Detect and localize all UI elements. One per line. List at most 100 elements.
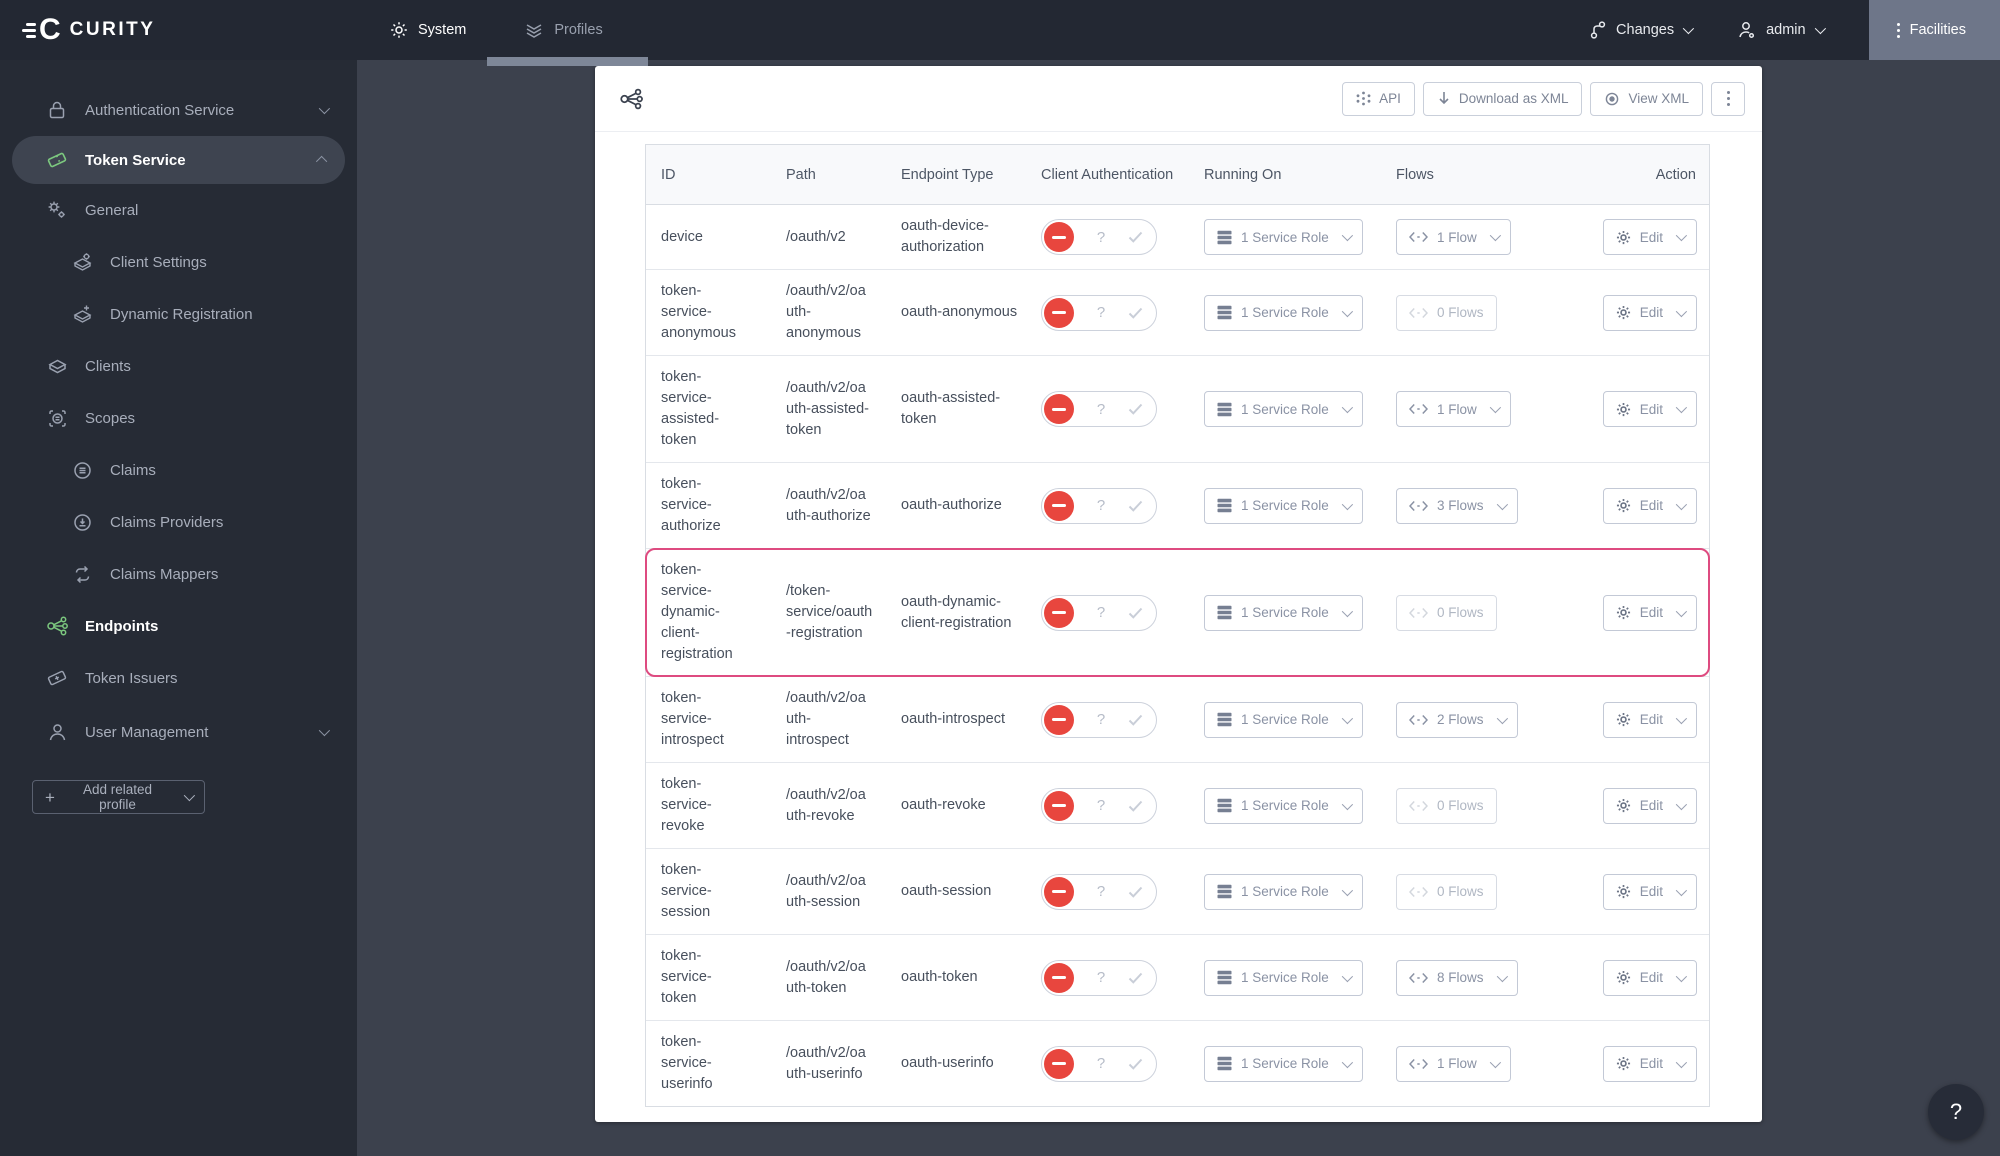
unknown-option[interactable]: ?	[1096, 1055, 1106, 1072]
sidebar-item-claims-mappers[interactable]: Claims Mappers	[0, 548, 357, 600]
flows-dropdown[interactable]: 0 Flows	[1396, 787, 1497, 824]
client-authentication-toggle[interactable]: ?	[1041, 391, 1157, 427]
client-authentication-toggle[interactable]: ?	[1041, 701, 1157, 738]
curity-logo[interactable]: C CURITY	[0, 13, 300, 47]
unknown-option[interactable]: ?	[1096, 969, 1106, 986]
client-authentication-toggle[interactable]: ?	[1041, 294, 1157, 331]
help-button[interactable]: ?	[1928, 1084, 1984, 1140]
allow-check-icon[interactable]	[1128, 307, 1143, 319]
sidebar-item-token-service[interactable]: Token Service	[12, 136, 345, 184]
allow-check-icon[interactable]	[1128, 800, 1143, 812]
deny-minus-icon[interactable]	[1044, 597, 1074, 628]
flows-dropdown[interactable]: 0 Flows	[1396, 873, 1497, 910]
edit-dropdown[interactable]: Edit	[1602, 594, 1697, 631]
edit-dropdown[interactable]: Edit	[1602, 787, 1697, 824]
tab-profiles[interactable]: Profiles	[524, 21, 603, 39]
ticket-plus-icon	[45, 666, 69, 690]
running-on-dropdown[interactable]: 1 Service Role	[1204, 487, 1363, 524]
api-button[interactable]: API	[1342, 81, 1415, 116]
edit-dropdown[interactable]: Edit	[1602, 391, 1697, 427]
client-authentication-toggle[interactable]: ?	[1041, 787, 1157, 824]
more-options-button[interactable]	[1711, 81, 1745, 116]
sidebar-item-endpoints[interactable]: Endpoints	[0, 600, 357, 652]
sidebar-item-general[interactable]: General	[0, 184, 357, 236]
flows-dropdown[interactable]: 3 Flows	[1396, 487, 1518, 524]
unknown-option[interactable]: ?	[1096, 604, 1106, 621]
allow-check-icon[interactable]	[1128, 500, 1143, 512]
flows-dropdown[interactable]: 8 Flows	[1396, 959, 1518, 996]
client-authentication-toggle[interactable]: ?	[1041, 873, 1157, 910]
client-authentication-toggle[interactable]: ?	[1041, 594, 1157, 631]
running-on-dropdown[interactable]: 1 Service Role	[1204, 959, 1363, 996]
sidebar-item-user-management[interactable]: User Management	[0, 706, 357, 758]
unknown-option[interactable]: ?	[1096, 797, 1106, 814]
tab-system[interactable]: System	[390, 21, 466, 39]
sidebar-item-scopes[interactable]: Scopes	[0, 392, 357, 444]
deny-minus-icon[interactable]	[1044, 1048, 1074, 1079]
deny-minus-icon[interactable]	[1044, 962, 1074, 993]
facilities-button[interactable]: Facilities	[1868, 0, 2000, 60]
allow-check-icon[interactable]	[1128, 714, 1143, 726]
sidebar-item-claims-providers[interactable]: Claims Providers	[0, 496, 357, 548]
allow-check-icon[interactable]	[1128, 886, 1143, 898]
flows-dropdown[interactable]: 0 Flows	[1396, 294, 1497, 331]
flows-dropdown[interactable]: 1 Flow	[1396, 391, 1511, 427]
unknown-option[interactable]: ?	[1096, 883, 1106, 900]
running-on-dropdown[interactable]: 1 Service Role	[1204, 219, 1363, 255]
running-on-dropdown[interactable]: 1 Service Role	[1204, 391, 1363, 427]
flows-dropdown[interactable]: 2 Flows	[1396, 701, 1518, 738]
flows-dropdown[interactable]: 1 Flow	[1396, 1045, 1511, 1082]
client-authentication-toggle[interactable]: ?	[1041, 1045, 1157, 1082]
chevron-down-icon	[1814, 22, 1826, 35]
flows-dropdown[interactable]: 0 Flows	[1396, 594, 1497, 631]
deny-minus-icon[interactable]	[1044, 876, 1074, 907]
edit-dropdown[interactable]: Edit	[1602, 701, 1697, 738]
deny-minus-icon[interactable]	[1044, 394, 1074, 424]
deny-minus-icon[interactable]	[1044, 297, 1074, 328]
running-on-dropdown[interactable]: 1 Service Role	[1204, 873, 1363, 910]
allow-check-icon[interactable]	[1128, 231, 1143, 243]
running-on-dropdown[interactable]: 1 Service Role	[1204, 594, 1363, 631]
running-on-dropdown[interactable]: 1 Service Role	[1204, 701, 1363, 738]
download-arrow-icon	[1437, 91, 1451, 106]
edit-dropdown[interactable]: Edit	[1602, 959, 1697, 996]
edit-dropdown[interactable]: Edit	[1602, 219, 1697, 255]
unknown-option[interactable]: ?	[1096, 400, 1106, 418]
changes-menu[interactable]: Changes	[1589, 20, 1695, 40]
deny-minus-icon[interactable]	[1044, 490, 1074, 521]
sidebar-item-dynamic-registration[interactable]: Dynamic Registration	[0, 288, 357, 340]
running-on-value: 1 Service Role	[1241, 712, 1329, 727]
client-authentication-toggle[interactable]: ?	[1041, 219, 1157, 255]
sidebar-item-clients[interactable]: Clients	[0, 340, 357, 392]
allow-check-icon[interactable]	[1128, 972, 1143, 984]
download-as-xml-button[interactable]: Download as XML	[1422, 81, 1583, 116]
sidebar-item-client-settings[interactable]: Client Settings	[0, 236, 357, 288]
allow-check-icon[interactable]	[1128, 403, 1143, 415]
sidebar-item-token-issuers[interactable]: Token Issuers	[0, 652, 357, 704]
allow-check-icon[interactable]	[1128, 607, 1143, 619]
scope-scan-icon	[45, 407, 69, 430]
deny-minus-icon[interactable]	[1044, 222, 1074, 252]
flows-dropdown[interactable]: 1 Flow	[1396, 219, 1511, 255]
edit-dropdown[interactable]: Edit	[1602, 294, 1697, 331]
admin-user-menu[interactable]: admin	[1737, 20, 1826, 40]
sidebar-item-claims[interactable]: Claims	[0, 444, 357, 496]
view-xml-button[interactable]: View XML	[1590, 81, 1703, 116]
unknown-option[interactable]: ?	[1096, 711, 1106, 728]
running-on-dropdown[interactable]: 1 Service Role	[1204, 787, 1363, 824]
running-on-dropdown[interactable]: 1 Service Role	[1204, 294, 1363, 331]
unknown-option[interactable]: ?	[1096, 497, 1106, 514]
deny-minus-icon[interactable]	[1044, 704, 1074, 735]
edit-dropdown[interactable]: Edit	[1602, 873, 1697, 910]
edit-dropdown[interactable]: Edit	[1602, 487, 1697, 524]
unknown-option[interactable]: ?	[1096, 304, 1106, 321]
client-authentication-toggle[interactable]: ?	[1041, 487, 1157, 524]
unknown-option[interactable]: ?	[1096, 228, 1106, 246]
allow-check-icon[interactable]	[1128, 1058, 1143, 1070]
edit-dropdown[interactable]: Edit	[1602, 1045, 1697, 1082]
add-related-profile-button[interactable]: + Add related profile	[32, 780, 205, 814]
deny-minus-icon[interactable]	[1044, 790, 1074, 821]
client-authentication-toggle[interactable]: ?	[1041, 959, 1157, 996]
sidebar-item-authentication-service[interactable]: Authentication Service	[0, 84, 357, 136]
running-on-dropdown[interactable]: 1 Service Role	[1204, 1045, 1363, 1082]
